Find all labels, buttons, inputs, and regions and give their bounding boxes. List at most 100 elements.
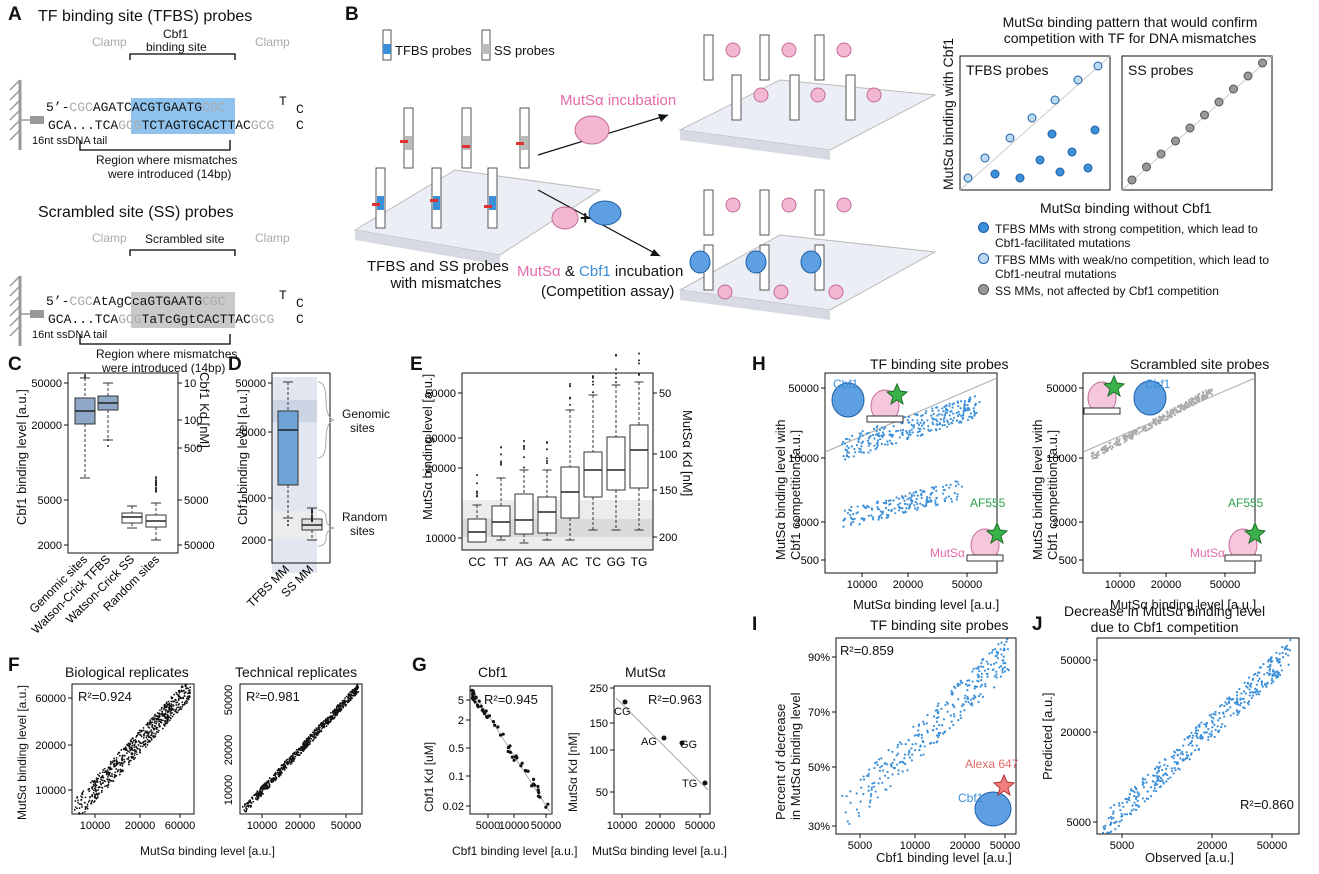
tf-upper-point bbox=[899, 429, 902, 432]
cbf1-kd-point bbox=[470, 688, 474, 692]
bio-replicate-point bbox=[178, 691, 181, 694]
box-tc-outlier bbox=[592, 380, 594, 383]
tf-decrease-point bbox=[977, 674, 980, 677]
tf-lower-point bbox=[935, 497, 938, 500]
tf-lower-point bbox=[867, 505, 870, 509]
tf-upper-point bbox=[972, 409, 976, 413]
tf-upper-point bbox=[841, 440, 845, 444]
tf-decrease-point bbox=[895, 754, 898, 757]
tf-upper-point bbox=[842, 455, 845, 458]
bio-replicate-point bbox=[162, 723, 165, 726]
tf-upper-point bbox=[898, 436, 901, 439]
panel-f-title-bio: Biological replicates bbox=[65, 664, 189, 680]
bio-replicate-point bbox=[153, 725, 156, 727]
bio-replicate-point bbox=[129, 739, 132, 742]
tech-replicate-point bbox=[294, 755, 297, 758]
tech-replicate-point bbox=[349, 697, 352, 700]
tf-decrease-point bbox=[974, 685, 977, 688]
prediction-point bbox=[1213, 723, 1216, 727]
prediction-point bbox=[1132, 789, 1135, 792]
tech-replicate-point bbox=[297, 751, 300, 754]
tf-upper-point bbox=[941, 424, 944, 427]
bio-replicate-point bbox=[140, 735, 143, 738]
tf-lower-point bbox=[943, 489, 946, 492]
prediction-point bbox=[1258, 677, 1261, 680]
tf-lower-point bbox=[930, 500, 933, 503]
tf-decrease-point bbox=[977, 665, 980, 668]
tf-upper-point bbox=[869, 442, 872, 445]
tf-decrease-point bbox=[926, 713, 929, 717]
tf-lower-point bbox=[920, 496, 923, 500]
tf-upper-point bbox=[861, 430, 864, 433]
tf-lower-point bbox=[872, 518, 875, 521]
ss-point bbox=[1131, 436, 1134, 440]
tf-upper-point bbox=[934, 406, 938, 409]
tf-lower-point bbox=[916, 494, 919, 497]
bio-replicate-point bbox=[156, 712, 159, 714]
ss-point bbox=[1109, 445, 1112, 448]
prediction-point bbox=[1153, 787, 1157, 790]
tech-replicate-point bbox=[280, 764, 283, 767]
prediction-point bbox=[1199, 735, 1202, 738]
bio-replicate-point bbox=[107, 780, 110, 783]
tech-replicate-point bbox=[270, 781, 273, 783]
prediction-point bbox=[1254, 672, 1257, 675]
tech-replicate-point bbox=[272, 777, 275, 779]
panel-j-y-tick-label: 50000 bbox=[1060, 655, 1091, 667]
tf-upper-point bbox=[847, 446, 850, 450]
prediction-point bbox=[1163, 758, 1167, 761]
panel-e-category-label: GG bbox=[607, 555, 626, 569]
bio-replicate-point bbox=[91, 786, 93, 789]
bio-replicate-point bbox=[123, 754, 126, 757]
tf-upper-point bbox=[935, 429, 938, 432]
tf-lower-point bbox=[890, 509, 893, 513]
bio-replicate-point bbox=[166, 713, 169, 716]
prediction-point bbox=[1178, 749, 1181, 752]
panel-f-y-tech-tick-label: 10000 bbox=[223, 775, 235, 806]
prediction-point bbox=[1177, 767, 1180, 770]
prediction-point bbox=[1254, 687, 1257, 690]
bio-replicate-point bbox=[153, 721, 156, 724]
tf-decrease-point bbox=[964, 683, 968, 686]
tf-decrease-point bbox=[977, 694, 981, 698]
prediction-point bbox=[1271, 677, 1274, 681]
tf-decrease-point bbox=[992, 662, 996, 665]
prediction-point bbox=[1248, 688, 1251, 691]
panel-i-y-tick-label: 50% bbox=[808, 762, 830, 774]
tf-decrease-point bbox=[935, 741, 938, 744]
prediction-point bbox=[1175, 762, 1178, 765]
bio-replicate-point bbox=[160, 718, 162, 721]
bio-replicate-point bbox=[78, 812, 81, 815]
tech-replicate-point bbox=[312, 731, 315, 734]
tf-upper-point bbox=[967, 400, 970, 403]
tf-decrease-point bbox=[995, 670, 998, 673]
ss-point bbox=[1115, 439, 1118, 442]
ss-point bbox=[1093, 456, 1096, 459]
bio-replicate-point bbox=[107, 771, 110, 774]
tf-decrease-point bbox=[880, 764, 884, 768]
panel-g-r2-cbf1: R²=0.945 bbox=[484, 692, 538, 707]
tf-decrease-point bbox=[996, 657, 1000, 660]
prediction-point bbox=[1245, 685, 1248, 688]
bio-replicate-point bbox=[174, 710, 177, 713]
tf-decrease-point bbox=[899, 760, 903, 764]
tf-decrease-point bbox=[986, 675, 989, 678]
tf-lower-point bbox=[912, 491, 915, 494]
tech-replicate-point bbox=[350, 691, 353, 694]
bio-replicate-point bbox=[129, 759, 132, 762]
prediction-point bbox=[1289, 638, 1292, 642]
tf-lower-point bbox=[881, 512, 884, 515]
tf-upper-point bbox=[896, 429, 899, 433]
tf-upper-point bbox=[951, 419, 955, 422]
prediction-point bbox=[1120, 819, 1123, 822]
bio-replicate-point bbox=[103, 767, 106, 770]
tech-replicate-point bbox=[325, 725, 328, 728]
tf-decrease-point bbox=[879, 766, 882, 769]
tf-upper-point bbox=[880, 434, 883, 437]
box-tg-outlier bbox=[638, 362, 640, 365]
panel-h-y-ss-tick-label: 50000 bbox=[1046, 383, 1077, 395]
bio-replicate-point bbox=[144, 730, 147, 733]
tech-replicate-point bbox=[322, 722, 325, 724]
prediction-point bbox=[1218, 711, 1221, 715]
